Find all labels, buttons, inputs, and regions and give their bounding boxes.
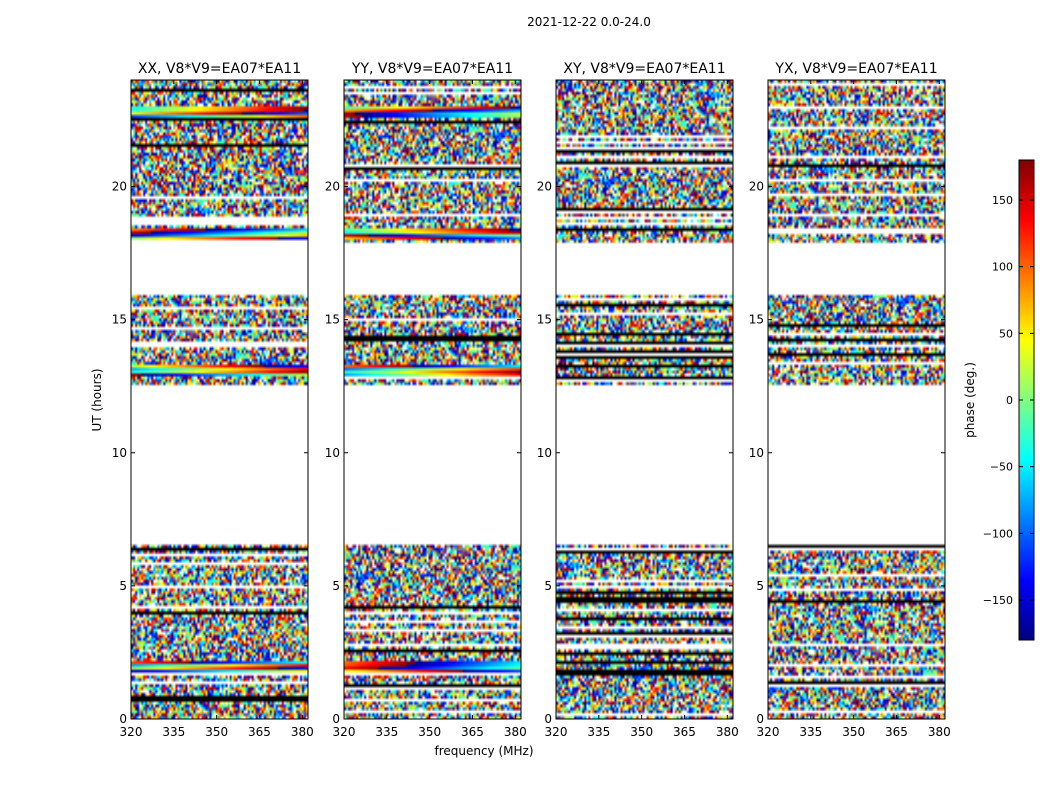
y-tick-label: 5 — [756, 579, 764, 593]
phase-heatmap-yx — [768, 80, 945, 719]
colorbar-tick-label: 50 — [999, 327, 1013, 340]
x-tick-label: 350 — [418, 725, 441, 739]
y-tick-label: 20 — [537, 180, 552, 194]
x-tick-label: 380 — [504, 725, 527, 739]
x-tick-label: 380 — [716, 725, 739, 739]
x-tick-label: 320 — [333, 725, 356, 739]
phase-heatmap-yy — [344, 80, 521, 719]
y-tick-label: 20 — [749, 180, 764, 194]
x-tick-label: 365 — [248, 725, 271, 739]
plot-frame — [343, 79, 522, 720]
x-tick-label: 335 — [375, 725, 398, 739]
y-tick-label: 5 — [119, 579, 127, 593]
plot-frame — [130, 79, 309, 720]
x-tick-label: 365 — [461, 725, 484, 739]
x-tick-label: 380 — [291, 725, 314, 739]
y-tick-label: 20 — [112, 180, 127, 194]
x-tick-label: 380 — [928, 725, 951, 739]
colorbar-label: phase (deg.) — [963, 362, 977, 438]
panel-title: YY, V8*V9=EA07*EA11 — [351, 61, 513, 77]
plot-frame — [555, 79, 734, 720]
colorbar-tick-label: −50 — [990, 461, 1013, 474]
y-tick-label: 15 — [112, 313, 127, 327]
colorbar-tick-label: −150 — [983, 594, 1013, 607]
x-tick-label: 335 — [162, 725, 185, 739]
plot-frame — [767, 79, 946, 720]
x-tick-label: 320 — [545, 725, 568, 739]
panel-title: XX, V8*V9=EA07*EA11 — [138, 61, 301, 77]
panel-xy: XY, V8*V9=EA07*EA11 320 335 350 365 380 0 5 10 15… — [537, 61, 739, 739]
x-tick-label: 365 — [673, 725, 696, 739]
y-tick-label: 10 — [537, 446, 552, 460]
x-tick-label: 335 — [799, 725, 822, 739]
x-tick-label: 350 — [842, 725, 865, 739]
y-tick-label: 5 — [332, 579, 340, 593]
y-tick-label: 0 — [756, 712, 764, 726]
panel-xx: XX, V8*V9=EA07*EA11 320 335 350 365 380 0 5 10 15… — [112, 61, 314, 739]
phase-heatmap-xy — [556, 80, 733, 719]
y-tick-label: 15 — [537, 313, 552, 327]
y-tick-label: 10 — [112, 446, 127, 460]
x-tick-label: 350 — [205, 725, 228, 739]
y-tick-label: 0 — [544, 712, 552, 726]
y-tick-label: 5 — [544, 579, 552, 593]
panels: XX, V8*V9=EA07*EA11 320 335 350 365 380 0 5 10 15… — [112, 61, 951, 739]
x-tick-label: 350 — [630, 725, 653, 739]
y-tick-label: 10 — [325, 446, 340, 460]
x-tick-label: 335 — [587, 725, 610, 739]
x-tick-label: 365 — [885, 725, 908, 739]
panel-yy: YY, V8*V9=EA07*EA11 320 335 350 365 380 0 5 10 15… — [325, 61, 527, 739]
y-tick-label: 15 — [325, 313, 340, 327]
colorbar: 150 100 50 0 −50 −100 −150 phase (deg.) — [963, 159, 1035, 641]
y-tick-label: 10 — [749, 446, 764, 460]
panel-title: XY, V8*V9=EA07*EA11 — [563, 61, 725, 77]
panel-title: YX, V8*V9=EA07*EA11 — [774, 61, 937, 77]
y-axis-label: UT (hours) — [90, 368, 104, 431]
x-tick-label: 320 — [757, 725, 780, 739]
colorbar-tick-label: 0 — [1006, 394, 1013, 407]
figure-suptitle: 2021-12-22 0.0-24.0 — [527, 15, 651, 29]
phase-heatmap-xx — [131, 80, 308, 719]
y-tick-label: 15 — [749, 313, 764, 327]
x-tick-label: 320 — [120, 725, 143, 739]
colorbar-tick-label: 150 — [992, 194, 1013, 207]
y-tick-label: 0 — [332, 712, 340, 726]
colorbar-tick-label: −100 — [983, 527, 1013, 540]
y-tick-label: 20 — [325, 180, 340, 194]
x-axis-label: frequency (MHz) — [434, 744, 533, 758]
panel-yx: YX, V8*V9=EA07*EA11 320 335 350 365 380 0 5 10 15… — [749, 61, 951, 739]
colorbar-tick-label: 100 — [992, 261, 1013, 274]
y-tick-label: 0 — [119, 712, 127, 726]
